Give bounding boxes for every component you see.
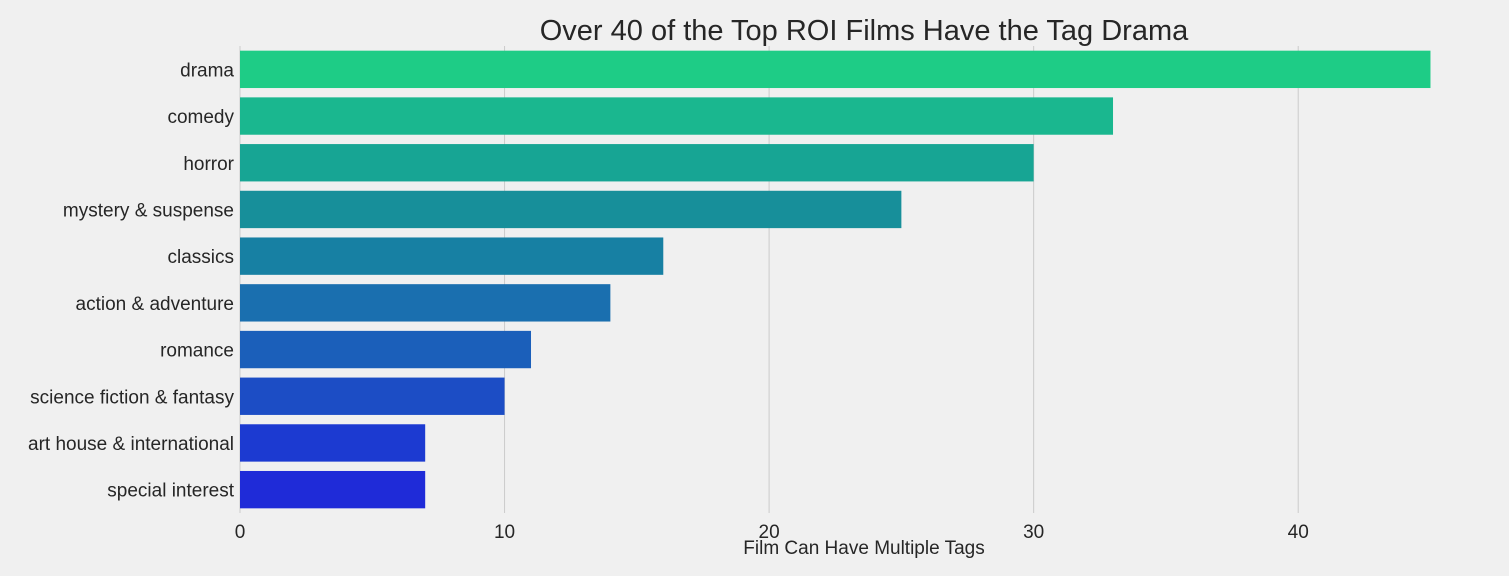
y-tick-label: mystery & suspense bbox=[63, 200, 234, 221]
x-tick-label: 10 bbox=[494, 522, 515, 543]
bar bbox=[240, 470, 426, 509]
bar bbox=[240, 97, 1114, 135]
x-axis-label: Film Can Have Multiple Tags bbox=[743, 538, 984, 559]
bar bbox=[240, 330, 532, 369]
y-tick-label: art house & international bbox=[28, 434, 234, 455]
y-tick-label: science fiction & fantasy bbox=[30, 387, 234, 408]
y-tick-label: action & adventure bbox=[76, 294, 234, 315]
y-tick-label: horror bbox=[183, 154, 234, 175]
bars bbox=[240, 50, 1431, 509]
bar bbox=[240, 190, 902, 229]
bar bbox=[240, 284, 611, 322]
bar bbox=[240, 377, 505, 415]
x-tick-labels: 0 10 20 30 40 bbox=[235, 522, 1309, 543]
x-tick-label: 20 bbox=[759, 522, 780, 543]
y-tick-labels: drama comedy horror mystery & suspense class… bbox=[28, 60, 235, 501]
x-tick-label: 40 bbox=[1288, 522, 1309, 543]
y-tick-label: romance bbox=[160, 341, 234, 362]
bar bbox=[240, 424, 426, 462]
bar bbox=[240, 50, 1431, 89]
bar bbox=[240, 144, 1034, 182]
chart-title: Over 40 of the Top ROI Films Have the Ta… bbox=[540, 15, 1189, 47]
y-tick-label: special interest bbox=[107, 481, 234, 502]
y-tick-label: comedy bbox=[167, 107, 234, 128]
bar bbox=[240, 237, 664, 275]
y-tick-label: drama bbox=[180, 60, 234, 81]
x-tick-label: 0 bbox=[235, 522, 246, 543]
x-tick-label: 30 bbox=[1023, 522, 1044, 543]
y-tick-label: classics bbox=[167, 247, 234, 268]
